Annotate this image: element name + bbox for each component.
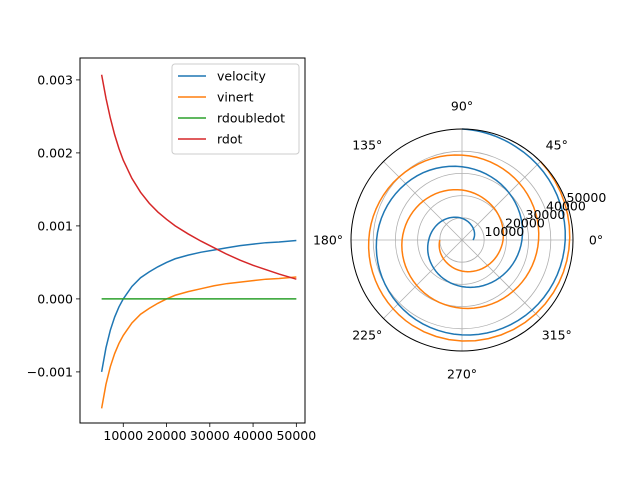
theta-tick-label: 45° [546,138,568,153]
r-tick-label: 20000 [505,216,545,231]
left-axes-frame [79,57,306,424]
polar-chart: 0° 45° 90° 135° 180° 225° 270° 315° 100002000030… [313,99,606,382]
legend-label-vinert: vinert [217,90,254,105]
theta-tick-label: 225° [352,327,382,342]
legend-box [171,63,300,155]
polar-theta-gridline [383,239,463,319]
series-line-rdot [100,74,297,280]
y-tick-label: 0.003 [37,72,73,87]
polar-axes-frame [350,128,574,352]
polar-series-line-2 [367,154,571,342]
x-tick-label: 10000 [103,428,143,443]
legend-label-velocity: velocity [217,69,266,84]
series-line-velocity [100,239,297,373]
theta-tick-label: 315° [542,327,572,342]
y-tick-label: 0.000 [37,291,73,306]
legend: velocity vinert rdoubledot rdot [171,63,300,155]
polar-theta-gridline [461,239,541,319]
theta-tick-label: 270° [447,367,477,382]
r-tick-label: 40000 [546,199,586,214]
x-tick-label: 20000 [147,428,187,443]
legend-label-rdot: rdot [217,132,243,147]
y-tick-label: −0.001 [27,364,73,379]
r-tick-label: 30000 [526,207,566,222]
series-line-vinert [100,276,297,409]
theta-tick-label: 90° [451,99,473,114]
polar-series-line-1 [375,128,566,336]
y-tick-label: 0.001 [37,218,73,233]
r-tick-label: 50000 [567,190,607,205]
polar-theta-gridline [461,161,541,241]
r-tick-label: 10000 [485,224,525,239]
y-tick-label: 0.002 [37,145,73,160]
theta-tick-label: 135° [352,138,382,153]
legend-label-rdoubledot: rdoubledot [217,111,285,126]
left-line-chart: 10000 20000 30000 40000 50000 −0.001 0.000 0.0… [27,57,316,443]
x-tick-label: 40000 [233,428,273,443]
theta-tick-label: 0° [589,233,603,248]
x-tick-label: 30000 [190,428,230,443]
theta-tick-label: 180° [313,233,343,248]
x-tick-label: 50000 [276,428,316,443]
